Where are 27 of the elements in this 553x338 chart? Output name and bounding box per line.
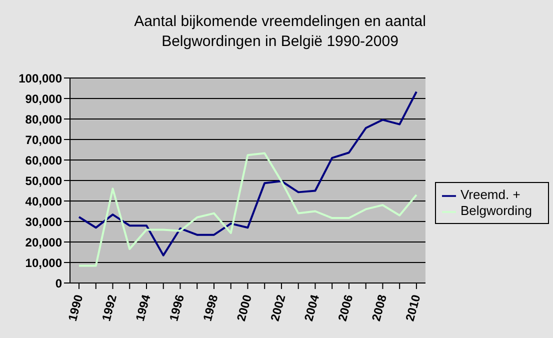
x-tick-label: 1994 xyxy=(132,292,154,323)
x-tick-label: 2002 xyxy=(268,292,288,323)
x-tick-label: 1996 xyxy=(166,292,188,323)
y-tick-label: 70,000 xyxy=(25,132,62,147)
x-tick-label: 1990 xyxy=(65,292,86,323)
legend-label: Vreemd. + xyxy=(460,187,520,202)
y-tick-label: 10,000 xyxy=(25,256,62,270)
x-tick-label: 2004 xyxy=(302,292,322,323)
y-tick-label: 40,000 xyxy=(25,194,62,208)
y-tick-label: 20,000 xyxy=(25,235,62,250)
y-tick-label: 80,000 xyxy=(25,112,62,126)
x-tick-label: 1998 xyxy=(200,292,221,323)
line-series xyxy=(78,152,418,267)
line-series xyxy=(78,90,418,256)
x-tick-label: 2006 xyxy=(335,292,356,323)
x-tick-label: 2008 xyxy=(369,292,390,323)
y-tick-label: 100,000 xyxy=(18,71,62,86)
y-tick-label: 30,000 xyxy=(25,214,62,229)
y-tick-label: 60,000 xyxy=(25,153,62,168)
y-tick-label: 0 xyxy=(55,276,62,290)
x-tick-label: 2000 xyxy=(234,292,255,323)
legend-label: Belgwording xyxy=(460,203,532,218)
y-tick-label: 90,000 xyxy=(25,92,62,106)
y-tick-label: 50,000 xyxy=(25,174,62,188)
chart-title: Aantal bijkomende vreemdelingen en aantal Belgwordingen in België 1990-2009 xyxy=(133,12,427,52)
x-tick-label: 1992 xyxy=(99,292,120,323)
x-tick-label: 2010 xyxy=(402,292,424,323)
